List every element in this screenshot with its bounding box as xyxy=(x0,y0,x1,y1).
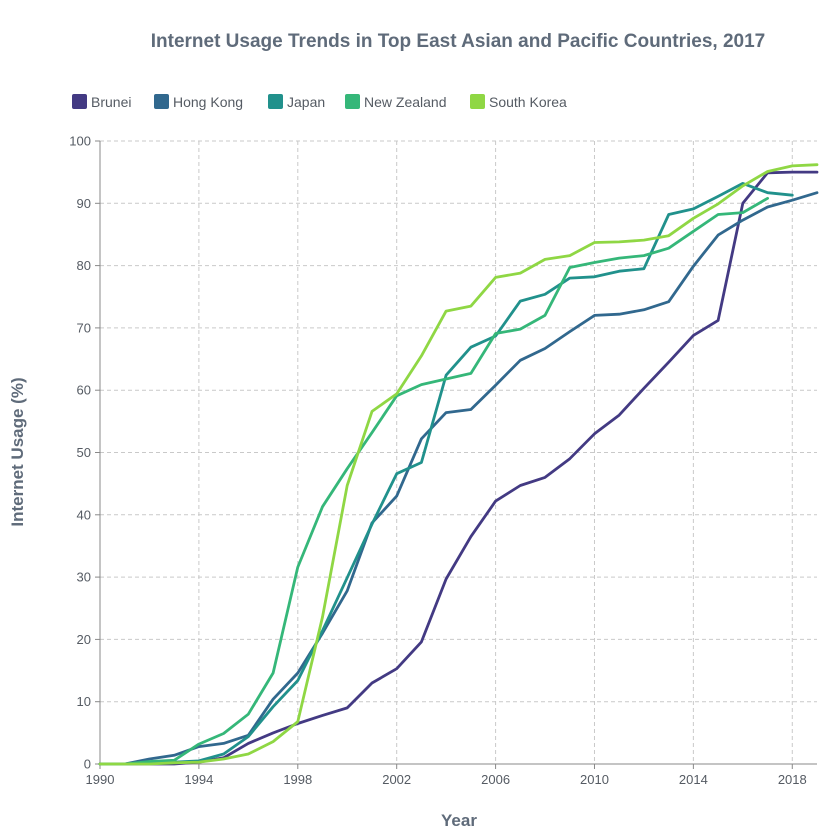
series-line-japan xyxy=(98,181,794,766)
legend-label: South Korea xyxy=(489,94,567,110)
grid xyxy=(100,140,817,764)
x-tick-label: 1998 xyxy=(283,772,312,787)
legend-swatch xyxy=(268,94,283,109)
y-tick-label: 0 xyxy=(84,757,91,772)
y-tick-label: 50 xyxy=(77,445,91,460)
legend-label: Hong Kong xyxy=(173,94,243,110)
legend-item-hong-kong[interactable]: Hong Kong xyxy=(154,94,243,110)
y-tick-label: 40 xyxy=(77,507,91,522)
x-tick-label: 2006 xyxy=(481,772,510,787)
y-tick-label: 20 xyxy=(77,632,91,647)
legend-swatch xyxy=(470,94,485,109)
legend-label: Brunei xyxy=(91,94,131,110)
y-tick-label: 80 xyxy=(77,258,91,273)
chart-title: Internet Usage Trends in Top East Asian … xyxy=(151,31,766,52)
legend-item-brunei[interactable]: Brunei xyxy=(72,94,131,110)
legend-swatch xyxy=(154,94,169,109)
x-tick-label: 1990 xyxy=(86,772,115,787)
y-axis-ticks: 0 10 20 30 40 50 60 70 80 90 100 xyxy=(69,134,100,772)
legend[interactable]: Brunei Hong Kong Japan New Zealand South Kor… xyxy=(72,94,567,110)
series-line-new-zealand xyxy=(98,196,769,766)
x-tick-label: 2014 xyxy=(679,772,708,787)
x-axis-label: Year xyxy=(441,811,477,830)
legend-item-south-korea[interactable]: South Korea xyxy=(470,94,567,110)
legend-swatch xyxy=(345,94,360,109)
y-tick-label: 10 xyxy=(77,694,91,709)
y-tick-label: 60 xyxy=(77,383,91,398)
series-line-south-korea xyxy=(98,163,819,766)
y-tick-label: 70 xyxy=(77,320,91,335)
legend-item-new-zealand[interactable]: New Zealand xyxy=(345,94,447,110)
legend-label: Japan xyxy=(287,94,325,110)
x-tick-label: 2010 xyxy=(580,772,609,787)
y-tick-label: 30 xyxy=(77,570,91,585)
y-tick-label: 90 xyxy=(77,196,91,211)
legend-swatch xyxy=(72,94,87,109)
series-lines xyxy=(98,163,819,766)
series-line-hong-kong xyxy=(98,191,819,766)
x-tick-label: 2002 xyxy=(382,772,411,787)
y-tick-label: 100 xyxy=(69,134,91,149)
x-axis-ticks: 1990 1994 1998 2002 2006 2010 2014 2018 xyxy=(86,764,807,787)
legend-item-japan[interactable]: Japan xyxy=(268,94,325,110)
x-tick-label: 2018 xyxy=(778,772,807,787)
legend-label: New Zealand xyxy=(364,94,447,110)
y-axis-label: Internet Usage (%) xyxy=(8,377,27,526)
series-line-brunei xyxy=(98,170,819,766)
x-tick-label: 1994 xyxy=(184,772,213,787)
